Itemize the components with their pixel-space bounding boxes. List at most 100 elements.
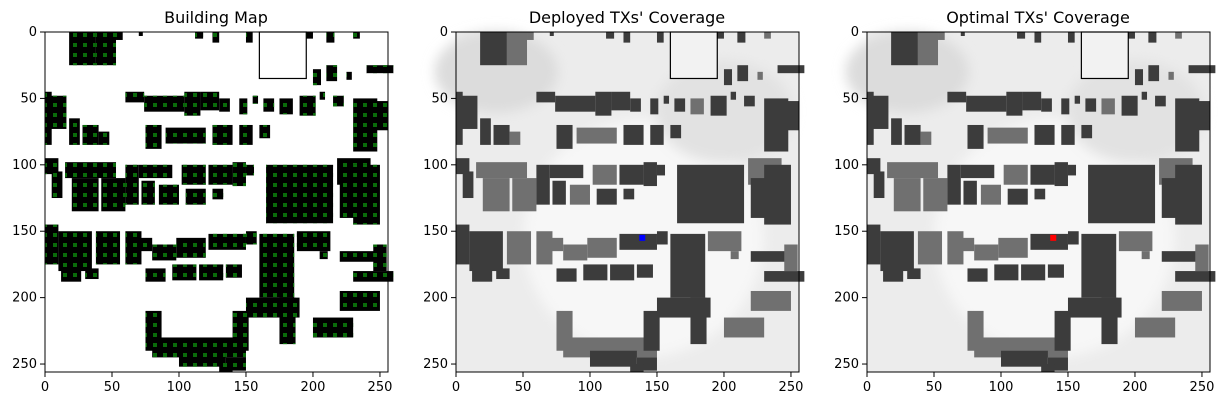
grid-points bbox=[200, 91, 220, 111]
y-tick-label: 0 bbox=[440, 25, 448, 40]
building bbox=[744, 95, 755, 107]
grid-points bbox=[299, 95, 316, 116]
building bbox=[1081, 233, 1117, 298]
chart-panel-1: Building Map 0 50 100 150 200 250 0 50 100 150 200 2… bbox=[12, 8, 394, 395]
building bbox=[1155, 95, 1166, 107]
building bbox=[496, 268, 510, 280]
building bbox=[1061, 124, 1075, 145]
building bbox=[656, 231, 668, 245]
building bbox=[960, 164, 995, 179]
grid-points bbox=[339, 290, 380, 311]
building bbox=[583, 264, 608, 281]
building bbox=[891, 32, 918, 66]
building bbox=[1141, 251, 1150, 260]
x-tick-label: 200 bbox=[712, 380, 737, 395]
building bbox=[506, 231, 532, 265]
x-tick-label: 250 bbox=[779, 380, 804, 395]
building bbox=[469, 231, 503, 272]
y-tick-label: 200 bbox=[834, 291, 859, 306]
building bbox=[650, 98, 659, 115]
building bbox=[556, 268, 577, 282]
building bbox=[576, 127, 617, 144]
x-tick-label: 100 bbox=[989, 380, 1014, 395]
grid-points bbox=[245, 231, 257, 245]
grid-points bbox=[138, 237, 153, 252]
building bbox=[592, 164, 617, 185]
building bbox=[784, 244, 798, 272]
grid-points bbox=[181, 164, 206, 185]
grid-points bbox=[45, 224, 59, 265]
grid-points bbox=[212, 124, 233, 145]
y-tick-label: 250 bbox=[423, 357, 448, 372]
building bbox=[493, 124, 510, 145]
building bbox=[938, 32, 945, 40]
x-tick-label: 0 bbox=[863, 380, 871, 395]
building bbox=[923, 178, 948, 212]
building bbox=[1175, 271, 1216, 282]
building bbox=[1003, 164, 1028, 185]
grid-points bbox=[125, 231, 142, 265]
building bbox=[1054, 162, 1068, 187]
building bbox=[987, 127, 1028, 144]
building bbox=[1161, 251, 1202, 262]
building bbox=[710, 95, 727, 116]
y-tick-label: 150 bbox=[12, 224, 37, 239]
grid-points bbox=[172, 264, 197, 281]
grid-points bbox=[141, 180, 155, 205]
building bbox=[1061, 98, 1070, 115]
building bbox=[623, 188, 635, 200]
x-tick-label: 0 bbox=[41, 380, 49, 395]
grid-points bbox=[45, 158, 59, 175]
building bbox=[643, 162, 657, 187]
grid-points bbox=[353, 164, 380, 225]
grid-points bbox=[319, 91, 326, 100]
building bbox=[1041, 98, 1052, 112]
building bbox=[764, 164, 791, 225]
building bbox=[1175, 32, 1182, 39]
building bbox=[1085, 98, 1097, 112]
axes-frame bbox=[455, 31, 800, 373]
building bbox=[611, 91, 631, 111]
y-tick-label: 250 bbox=[834, 357, 859, 372]
building bbox=[723, 317, 765, 338]
axes-frame bbox=[44, 31, 389, 373]
tx-marker bbox=[639, 234, 646, 241]
building bbox=[555, 95, 596, 112]
building bbox=[1000, 350, 1048, 367]
grid-points bbox=[61, 268, 82, 282]
building bbox=[656, 164, 666, 176]
axes-frame bbox=[866, 31, 1211, 373]
building bbox=[917, 231, 943, 265]
buildings bbox=[45, 32, 394, 372]
building bbox=[623, 32, 631, 43]
building bbox=[947, 164, 961, 205]
building bbox=[509, 131, 521, 145]
grid-points bbox=[125, 164, 139, 205]
grid-points bbox=[144, 95, 185, 112]
building bbox=[750, 290, 791, 311]
building bbox=[650, 124, 664, 145]
building bbox=[730, 91, 737, 100]
grid-points bbox=[373, 244, 387, 272]
buildings bbox=[456, 32, 805, 372]
building bbox=[556, 124, 573, 149]
building bbox=[967, 268, 988, 282]
building bbox=[893, 178, 921, 212]
building bbox=[1101, 98, 1115, 115]
building bbox=[480, 118, 491, 145]
grid-points bbox=[82, 124, 99, 145]
building bbox=[630, 98, 641, 112]
x-tick-label: 150 bbox=[645, 380, 670, 395]
building bbox=[619, 164, 644, 185]
building bbox=[670, 233, 706, 298]
grid-points bbox=[259, 233, 295, 298]
outlined-structure bbox=[669, 31, 718, 80]
building bbox=[1118, 231, 1153, 252]
building bbox=[549, 32, 554, 36]
building bbox=[1188, 65, 1216, 74]
grid-points bbox=[176, 237, 206, 258]
grid-points bbox=[212, 32, 220, 43]
grid-points bbox=[353, 271, 394, 282]
building bbox=[456, 224, 470, 265]
